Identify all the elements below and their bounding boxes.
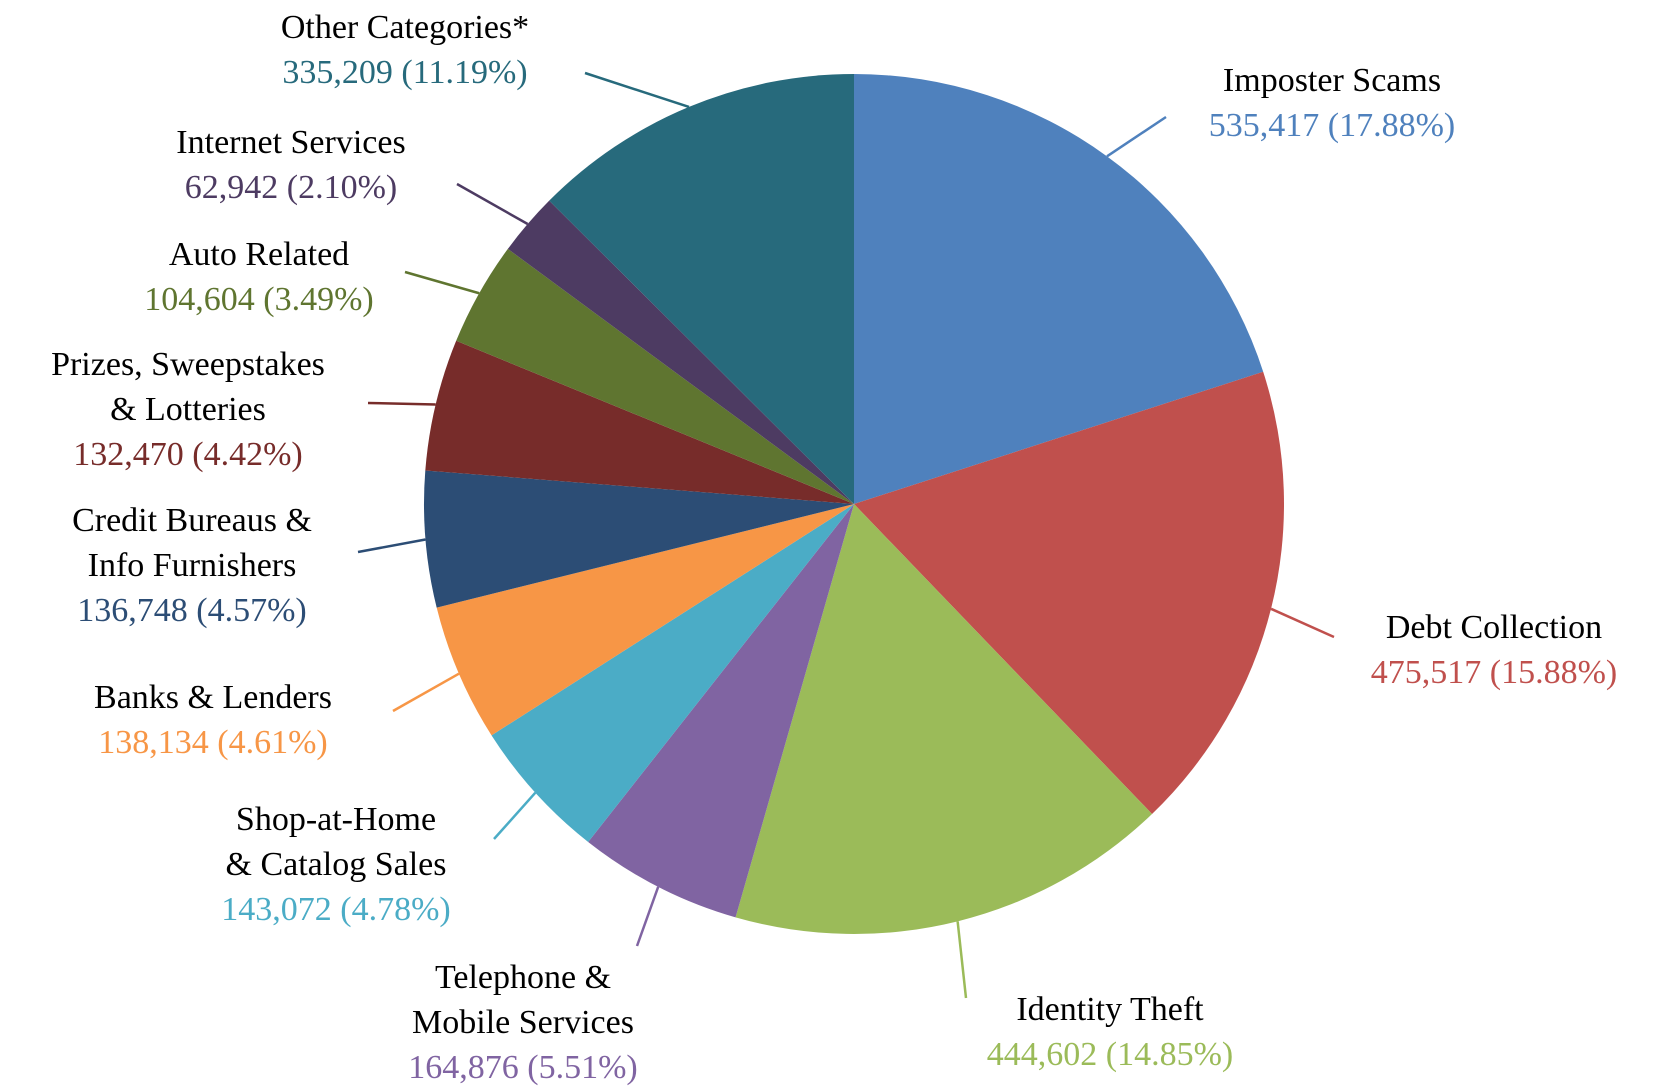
slice-label: Other Categories* bbox=[281, 9, 529, 46]
slice-label: Credit Bureaus & Info Furnishers bbox=[72, 502, 312, 584]
slice-label: Imposter Scams bbox=[1223, 62, 1441, 99]
label-line: Internet Services bbox=[176, 124, 405, 161]
value-label: 164,876 (5.51%) bbox=[408, 1049, 637, 1086]
pie-slice bbox=[456, 248, 854, 504]
pie-slice bbox=[854, 74, 1264, 504]
leader-line bbox=[635, 886, 660, 947]
slice-label: Telephone & Mobile Services bbox=[412, 959, 634, 1041]
label-line: Debt Collection bbox=[1386, 609, 1602, 646]
leader-line bbox=[367, 401, 436, 406]
pie-slice bbox=[425, 340, 854, 504]
label-line: Other Categories* bbox=[281, 9, 529, 46]
slice-label: Internet Services bbox=[176, 124, 405, 161]
label-line: & Catalog Sales bbox=[226, 846, 447, 883]
value-label: 475,517 (15.88%) bbox=[1371, 654, 1617, 691]
label-line: & Lotteries bbox=[110, 391, 266, 428]
leader-line bbox=[493, 791, 537, 840]
pie-slice bbox=[491, 504, 854, 842]
leader-line bbox=[1270, 607, 1335, 639]
value-label: 444,602 (14.85%) bbox=[987, 1036, 1233, 1073]
leader-line bbox=[584, 71, 690, 109]
slice-label: Auto Related bbox=[169, 236, 349, 273]
leader-line bbox=[357, 538, 426, 554]
label-line: Telephone & bbox=[435, 959, 611, 996]
value-label: 132,470 (4.42%) bbox=[73, 436, 302, 473]
pie-slice bbox=[507, 200, 854, 504]
leader-line bbox=[404, 270, 480, 295]
value-label: 136,748 (4.57%) bbox=[77, 592, 306, 629]
label-line: Auto Related bbox=[169, 236, 349, 273]
slice-label: Debt Collection bbox=[1386, 609, 1602, 646]
label-line: Info Furnishers bbox=[88, 547, 297, 584]
slice-label: Shop-at-Home & Catalog Sales bbox=[226, 801, 447, 883]
slice-label: Banks & Lenders bbox=[94, 679, 332, 716]
value-label: 138,134 (4.61%) bbox=[98, 724, 327, 761]
leader-line bbox=[392, 672, 460, 713]
label-line: Prizes, Sweepstakes bbox=[51, 346, 325, 383]
leader-line bbox=[456, 182, 529, 226]
value-label: 535,417 (17.88%) bbox=[1209, 107, 1455, 144]
pie-slice bbox=[436, 504, 854, 736]
pie-slice bbox=[549, 74, 854, 504]
pie-slice bbox=[588, 504, 854, 918]
pie-slice bbox=[854, 371, 1284, 814]
label-line: Identity Theft bbox=[1016, 991, 1204, 1028]
label-line: Imposter Scams bbox=[1223, 62, 1441, 99]
leader-line bbox=[1106, 115, 1167, 158]
label-line: Credit Bureaus & bbox=[72, 502, 312, 539]
slice-label: Identity Theft bbox=[1016, 991, 1204, 1028]
slice-label: Prizes, Sweepstakes & Lotteries bbox=[51, 346, 325, 428]
value-label: 62,942 (2.10%) bbox=[185, 169, 397, 206]
value-label: 104,604 (3.49%) bbox=[144, 281, 373, 318]
label-line: Banks & Lenders bbox=[94, 679, 332, 716]
label-line: Mobile Services bbox=[412, 1004, 634, 1041]
pie-slice bbox=[735, 504, 1153, 934]
value-label: 143,072 (4.78%) bbox=[221, 891, 450, 928]
label-line: Shop-at-Home bbox=[236, 801, 436, 838]
leader-line bbox=[956, 921, 968, 999]
value-label: 335,209 (11.19%) bbox=[282, 54, 527, 91]
pie-slice bbox=[424, 470, 854, 608]
